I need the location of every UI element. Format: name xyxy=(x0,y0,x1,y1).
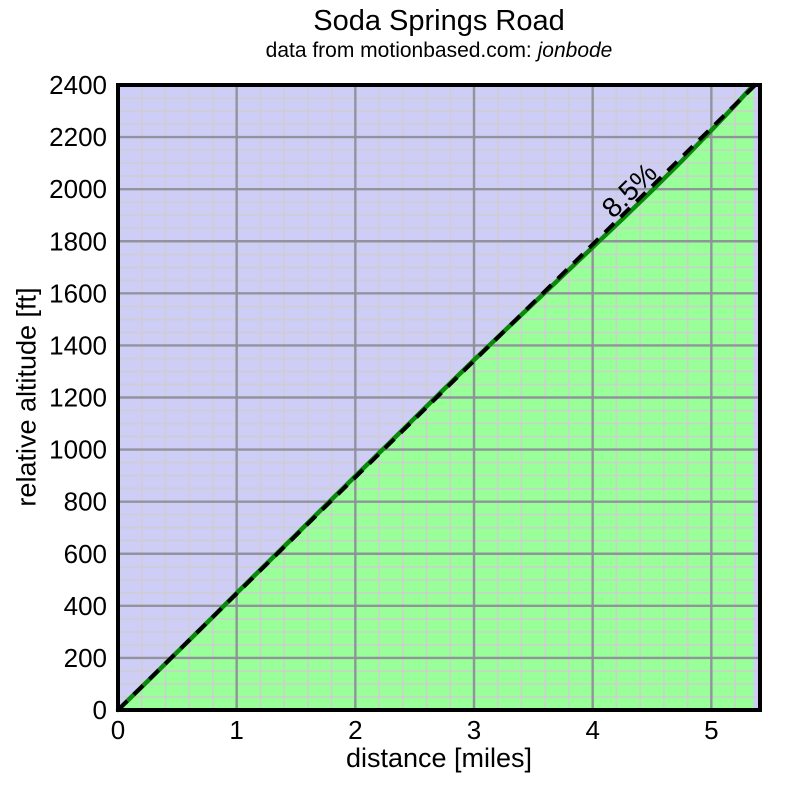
elevation-profile-line xyxy=(115,82,756,713)
chart-subtitle-username: jonbode xyxy=(537,39,613,62)
chart-subtitle: data from motionbased.com: jonbode xyxy=(118,39,760,63)
y-tick-label: 600 xyxy=(64,539,107,569)
x-tick-label: 4 xyxy=(585,715,599,745)
chart-title: Soda Springs Road xyxy=(313,5,565,37)
x-tick-label: 5 xyxy=(704,715,718,745)
x-tick-label: 1 xyxy=(229,715,243,745)
x-tick-label: 0 xyxy=(111,715,125,745)
y-tick-label: 1400 xyxy=(49,330,107,360)
y-tick-label: 200 xyxy=(64,643,107,673)
y-tick-label: 1200 xyxy=(49,383,107,413)
y-tick-label: 2200 xyxy=(49,122,107,152)
x-axis-label: distance [miles] xyxy=(345,743,533,773)
y-axis-label: relative altitude [ft] xyxy=(11,287,42,507)
plot-border xyxy=(116,83,762,712)
y-tick-label: 2400 xyxy=(49,70,107,100)
y-tick-label: 0 xyxy=(93,695,107,725)
y-tick-label: 1600 xyxy=(49,278,107,308)
y-tick-label: 1800 xyxy=(49,226,107,256)
y-tick-label: 800 xyxy=(64,487,107,517)
x-tick-label: 2 xyxy=(348,715,362,745)
y-tick-label: 400 xyxy=(64,591,107,621)
y-tick-label: 1000 xyxy=(49,435,107,465)
x-tick-label: 3 xyxy=(467,715,481,745)
chart-subtitle-prefix: data from motionbased.com: xyxy=(265,39,538,62)
average-grade-line xyxy=(116,83,757,712)
y-tick-label: 2000 xyxy=(49,174,107,204)
